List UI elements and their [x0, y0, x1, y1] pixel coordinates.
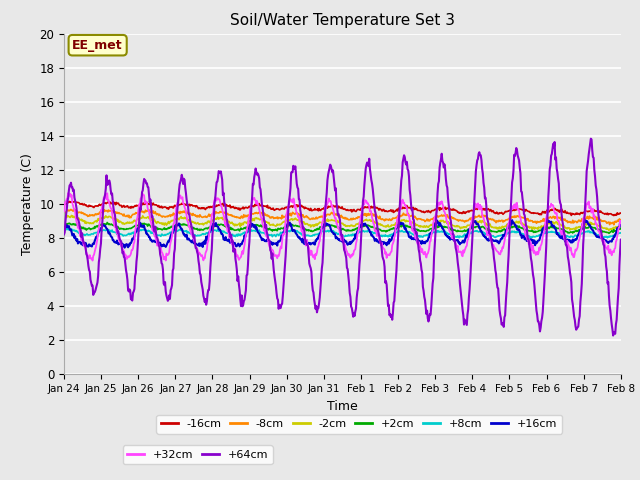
Y-axis label: Temperature (C): Temperature (C): [20, 153, 34, 255]
Legend: +32cm, +64cm: +32cm, +64cm: [123, 445, 273, 464]
X-axis label: Time: Time: [327, 400, 358, 413]
Text: EE_met: EE_met: [72, 39, 123, 52]
Title: Soil/Water Temperature Set 3: Soil/Water Temperature Set 3: [230, 13, 455, 28]
